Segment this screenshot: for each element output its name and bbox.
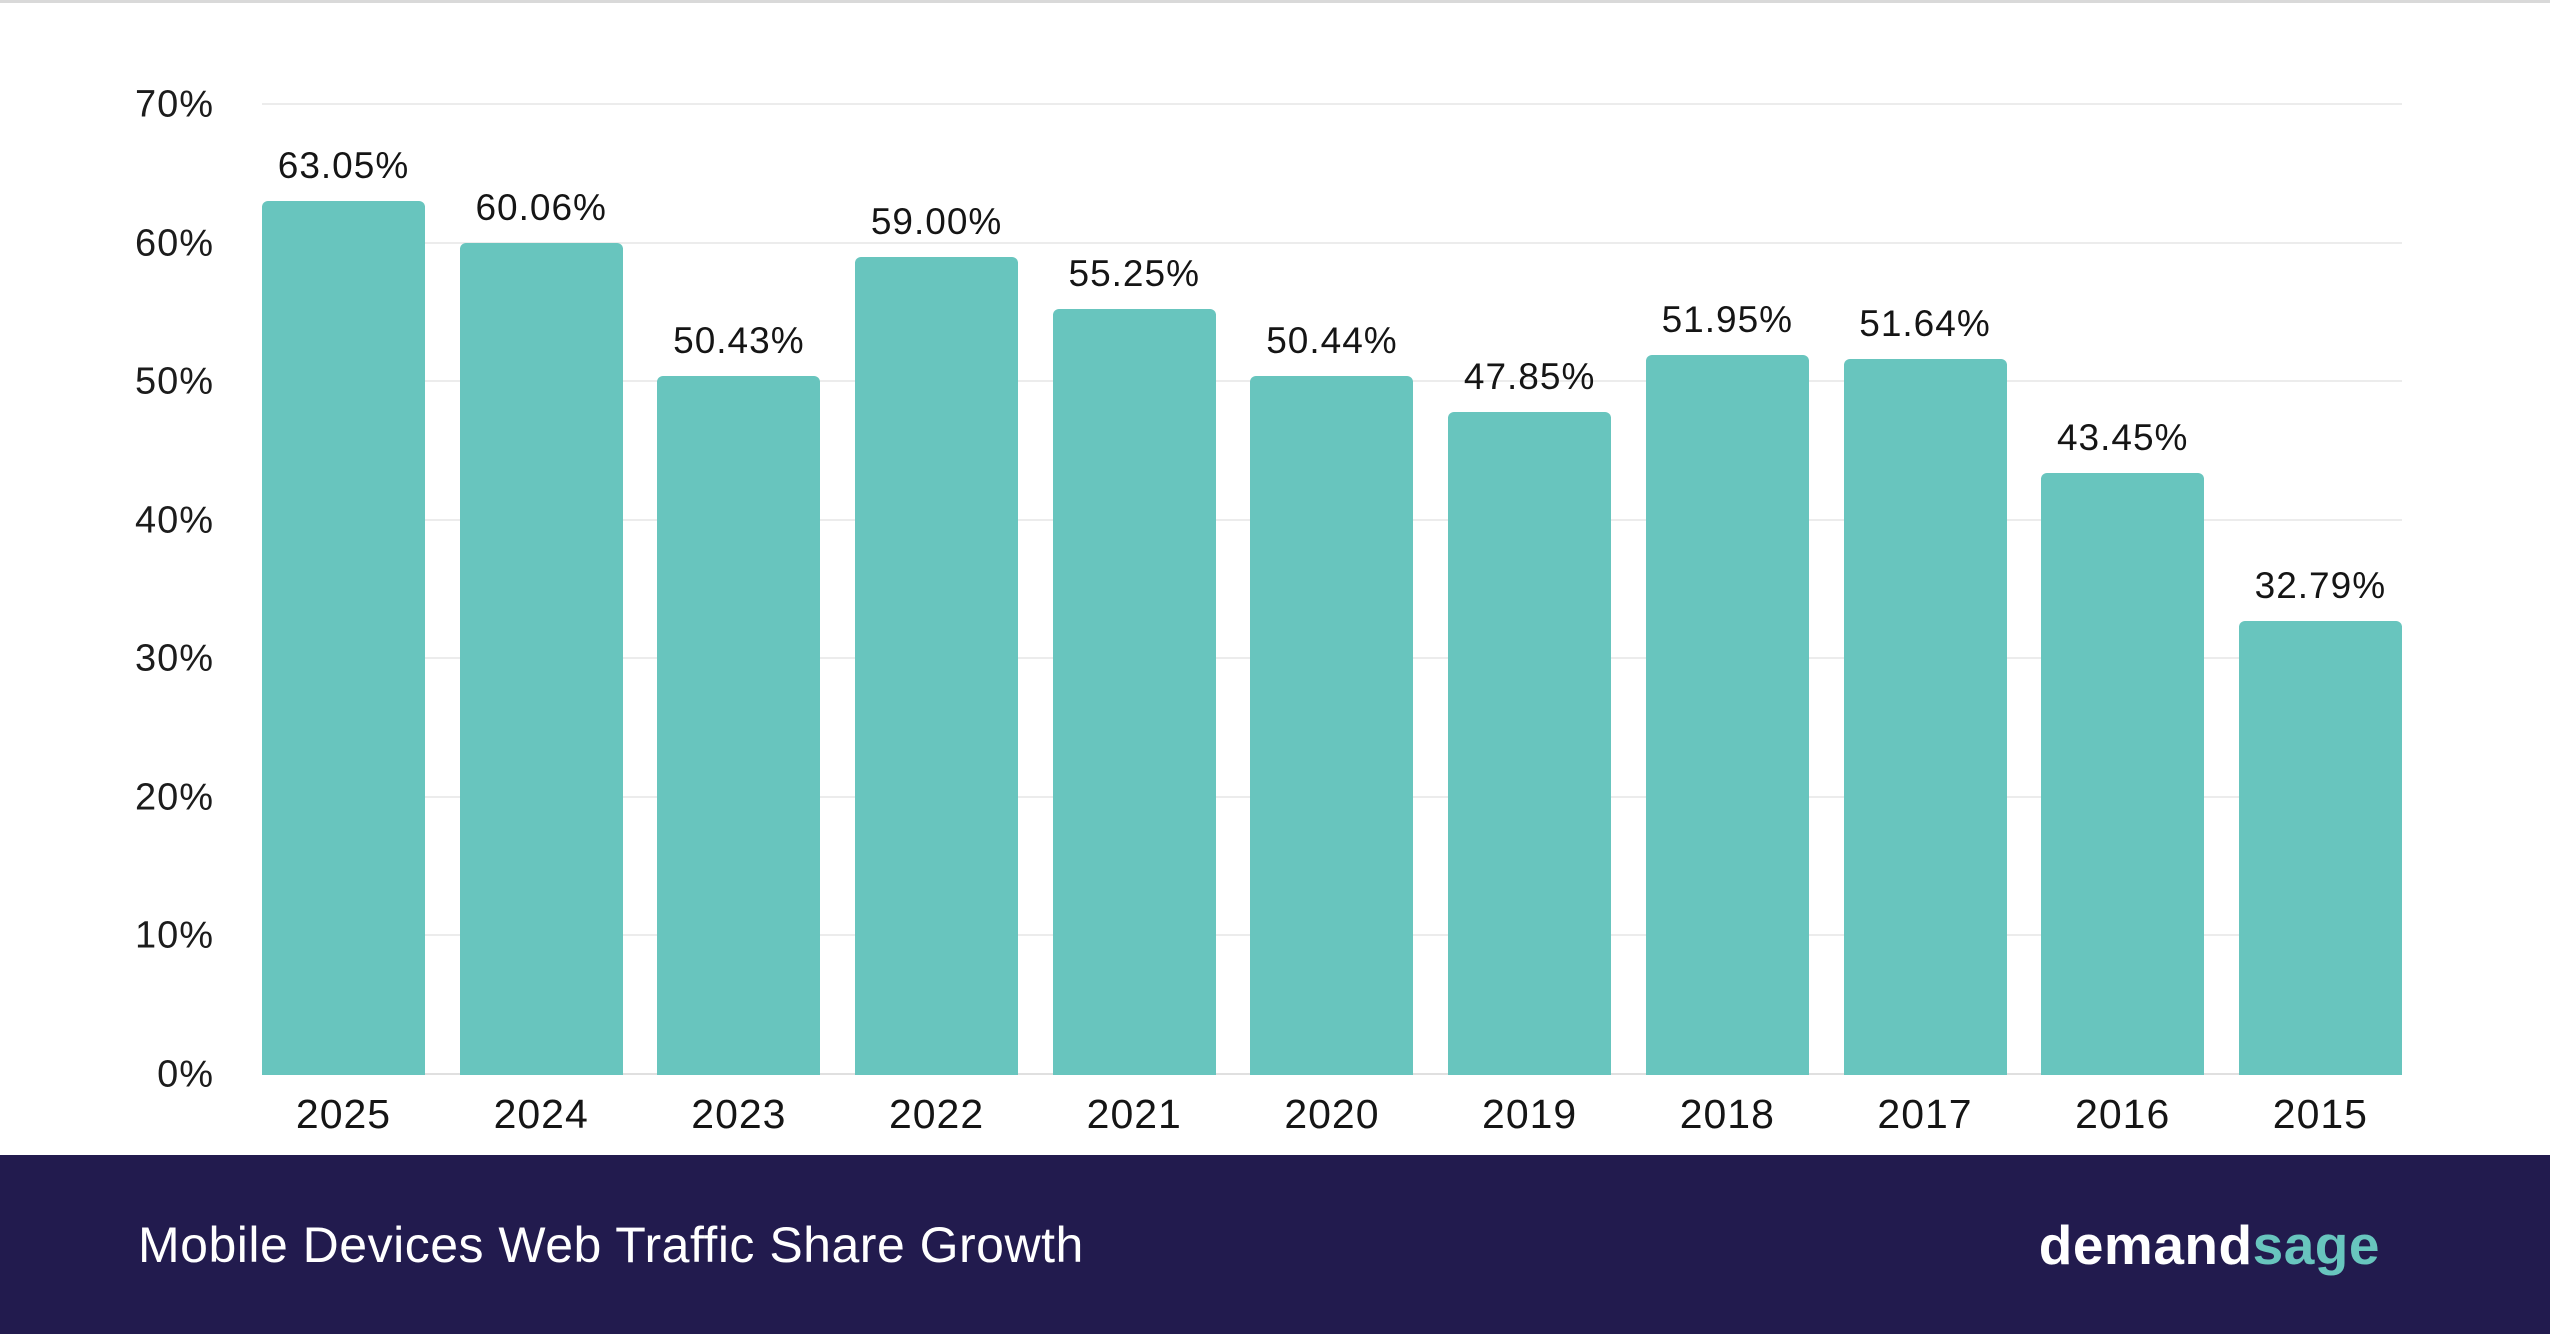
x-tick-label: 2023: [691, 1091, 787, 1137]
bar-column: 60.06% 2024: [459, 105, 623, 1137]
bar-column: 63.05% 2025: [262, 105, 425, 1137]
bar: [262, 201, 425, 1075]
bar: [1052, 309, 1216, 1075]
bar-column: 32.79% 2015: [2238, 105, 2402, 1137]
bar: [1448, 411, 1612, 1075]
y-tick-label: 50%: [134, 360, 214, 403]
x-tick-label: 2024: [493, 1091, 589, 1137]
y-tick-label: 40%: [134, 499, 214, 542]
demandsage-logo: demandsage: [2039, 1213, 2380, 1277]
gridline: [262, 241, 2402, 244]
bar-value-label: 51.95%: [1661, 299, 1794, 341]
x-tick-label: 2022: [888, 1091, 985, 1137]
bar-value-label: 63.05%: [277, 145, 410, 187]
x-tick-label: 2020: [1284, 1091, 1380, 1137]
bar: [855, 257, 1019, 1075]
bar-column: 47.85% 2019: [1448, 105, 1612, 1137]
bar-value-label: 51.64%: [1859, 303, 1991, 345]
x-tick-label: 2019: [1482, 1091, 1578, 1137]
bar-value-label: 43.45%: [2056, 416, 2189, 458]
bar: [1843, 359, 2007, 1075]
y-tick-label: 20%: [134, 776, 214, 819]
bar-column: 55.25% 2021: [1052, 105, 1216, 1137]
logo-text-sage: sage: [2252, 1213, 2380, 1276]
y-axis: 0% 10% 20% 30% 40% 50% 60% 70%: [0, 84, 232, 1096]
bar: [2041, 472, 2205, 1075]
plot-area: 63.05% 2025 60.06% 2024 50.43% 2023 59.00% 2022…: [262, 103, 2402, 1137]
x-tick-label: 2015: [2272, 1091, 2368, 1137]
y-tick-label: 30%: [134, 637, 214, 680]
bar: [2238, 620, 2402, 1075]
x-tick-label: 2018: [1679, 1091, 1775, 1137]
bar-column: 43.45% 2016: [2041, 105, 2205, 1137]
y-tick-label: 70%: [134, 83, 214, 126]
bar-value-label: 50.43%: [673, 320, 805, 362]
bar-column: 59.00% 2022: [855, 105, 1019, 1137]
bar-column: 51.95% 2018: [1645, 105, 1809, 1137]
y-tick-label: 60%: [134, 222, 214, 265]
bar: [1645, 355, 1809, 1075]
y-tick-label: 0%: [157, 1053, 214, 1096]
bar: [459, 242, 623, 1075]
bar-value-label: 47.85%: [1463, 355, 1596, 397]
y-tick-label: 10%: [134, 914, 214, 957]
x-tick-label: 2016: [2075, 1091, 2171, 1137]
bar-value-label: 32.79%: [2254, 564, 2387, 606]
bar-value-label: 55.25%: [1068, 253, 1200, 295]
bar: [1250, 376, 1414, 1075]
gridline: [262, 103, 2402, 105]
bar-column: 50.43% 2023: [657, 105, 821, 1137]
bar-column: 50.44% 2020: [1250, 105, 1414, 1137]
bar-value-label: 59.00%: [870, 201, 1003, 243]
x-tick-label: 2025: [295, 1091, 392, 1137]
bar: [657, 376, 821, 1075]
bar-value-label: 60.06%: [475, 186, 607, 228]
bar-value-label: 50.44%: [1266, 320, 1398, 362]
bar-column: 51.64% 2017: [1843, 105, 2007, 1137]
bar-chart: 0% 10% 20% 30% 40% 50% 60% 70% 63.05% 2025 60.06%…: [0, 3, 2550, 1158]
x-tick-label: 2021: [1086, 1091, 1182, 1137]
logo-text-demand: demand: [2038, 1213, 2253, 1276]
chart-title: Mobile Devices Web Traffic Share Growth: [138, 1216, 1084, 1273]
bars-row: 63.05% 2025 60.06% 2024 50.43% 2023 59.00% 2022…: [262, 105, 2402, 1137]
footer-bar: Mobile Devices Web Traffic Share Growth …: [0, 1155, 2550, 1334]
x-tick-label: 2017: [1877, 1091, 1973, 1137]
